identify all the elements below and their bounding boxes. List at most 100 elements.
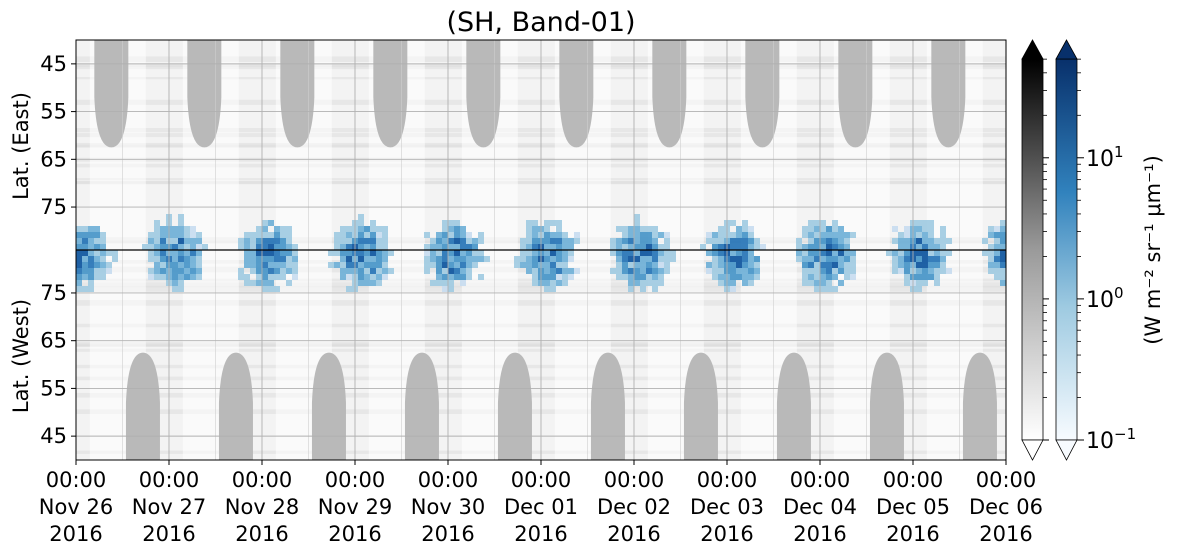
radiance-cell [814, 274, 820, 280]
radiance-cell [184, 268, 190, 274]
radiance-cell [736, 250, 742, 256]
radiance-cell [160, 244, 166, 250]
radiance-cell [730, 280, 736, 286]
radiance-cell [250, 232, 256, 238]
radiance-cell [442, 220, 448, 226]
radiance-cell [358, 268, 364, 274]
radiance-cell [88, 244, 94, 250]
radiance-cell [430, 280, 436, 286]
radiance-cell [742, 280, 748, 286]
mask-lobe-top [559, 40, 594, 148]
radiance-cell [370, 250, 376, 256]
radiance-cell [712, 232, 718, 238]
radiance-cell [532, 220, 538, 226]
radiance-cell [634, 280, 640, 286]
radiance-cell [898, 268, 904, 274]
radiance-cell [844, 244, 850, 250]
radiance-cell [466, 244, 472, 250]
radiance-cell [988, 232, 994, 238]
radiance-cell [466, 232, 472, 238]
radiance-cell [262, 280, 268, 286]
radiance-cell [622, 244, 628, 250]
radiance-cell [568, 250, 574, 256]
radiance-cell [742, 262, 748, 268]
radiance-cell [172, 238, 178, 244]
radiance-cell [460, 274, 466, 280]
radiance-cell [178, 232, 184, 238]
radiance-cell [616, 250, 622, 256]
radiance-cell [262, 238, 268, 244]
mask-lobe-bottom [404, 352, 439, 460]
radiance-cell [754, 262, 760, 268]
radiance-cell [988, 262, 994, 268]
radiance-cell [922, 268, 928, 274]
radiance-cell [658, 280, 664, 286]
radiance-cell [286, 280, 292, 286]
radiance-cell [100, 262, 106, 268]
radiance-cell [718, 262, 724, 268]
radiance-cell [262, 256, 268, 262]
radiance-cell [832, 226, 838, 232]
radiance-cell [436, 274, 442, 280]
mask-lobe-top [187, 40, 222, 148]
xtick-line: Nov 26 [39, 495, 113, 519]
radiance-cell [424, 232, 430, 238]
radiance-cell [838, 238, 844, 244]
radiance-cell [826, 268, 832, 274]
radiance-cell [346, 238, 352, 244]
radiance-cell [556, 232, 562, 238]
radiance-cell [844, 268, 850, 274]
radiance-cell [448, 244, 454, 250]
radiance-cell [814, 244, 820, 250]
xtick-line: Dec 02 [597, 495, 671, 519]
radiance-cell [340, 232, 346, 238]
xtick-line: 00:00 [325, 468, 386, 492]
radiance-cell [616, 262, 622, 268]
radiance-cell [364, 256, 370, 262]
radiance-cell [154, 244, 160, 250]
radiance-cell [616, 244, 622, 250]
radiance-cell [448, 262, 454, 268]
radiance-cell [550, 256, 556, 262]
radiance-cell [640, 286, 646, 292]
colorbar-tick-label: 100 [1086, 284, 1124, 313]
radiance-cell [826, 286, 832, 292]
radiance-cell [622, 256, 628, 262]
radiance-cell [706, 262, 712, 268]
radiance-cell [544, 280, 550, 286]
radiance-cell [484, 256, 490, 262]
radiance-cell [670, 250, 676, 256]
radiance-cell [268, 256, 274, 262]
daylight-mask-regions [94, 40, 997, 460]
radiance-cell [922, 226, 928, 232]
radiance-cell [946, 268, 952, 274]
radiance-cell [712, 244, 718, 250]
radiance-cell [364, 262, 370, 268]
radiance-cell [652, 238, 658, 244]
radiance-cell [178, 226, 184, 232]
radiance-cell [916, 238, 922, 244]
radiance-cell [190, 262, 196, 268]
radiance-cell [268, 220, 274, 226]
radiance-cell [154, 262, 160, 268]
radiance-cell [922, 280, 928, 286]
radiance-cell [622, 238, 628, 244]
radiance-cell [730, 238, 736, 244]
radiance-cell [796, 244, 802, 250]
radiance-cell [640, 226, 646, 232]
radiance-cell [796, 256, 802, 262]
radiance-cell [454, 256, 460, 262]
xtick-line: 00:00 [790, 468, 851, 492]
radiance-cell [916, 250, 922, 256]
radiance-cell [934, 256, 940, 262]
radiance-cell [244, 262, 250, 268]
mask-lobe-top [373, 40, 408, 148]
radiance-cell [574, 268, 580, 274]
radiance-cell [736, 262, 742, 268]
xtick-label: 00:00 Nov 27 2016 [132, 468, 206, 546]
radiance-cell [250, 256, 256, 262]
colorbar-label: (W m⁻² sr⁻¹ μm⁻¹) [1141, 155, 1165, 345]
radiance-cell [106, 268, 112, 274]
radiance-cell [754, 268, 760, 274]
radiance-cell [994, 226, 1000, 232]
